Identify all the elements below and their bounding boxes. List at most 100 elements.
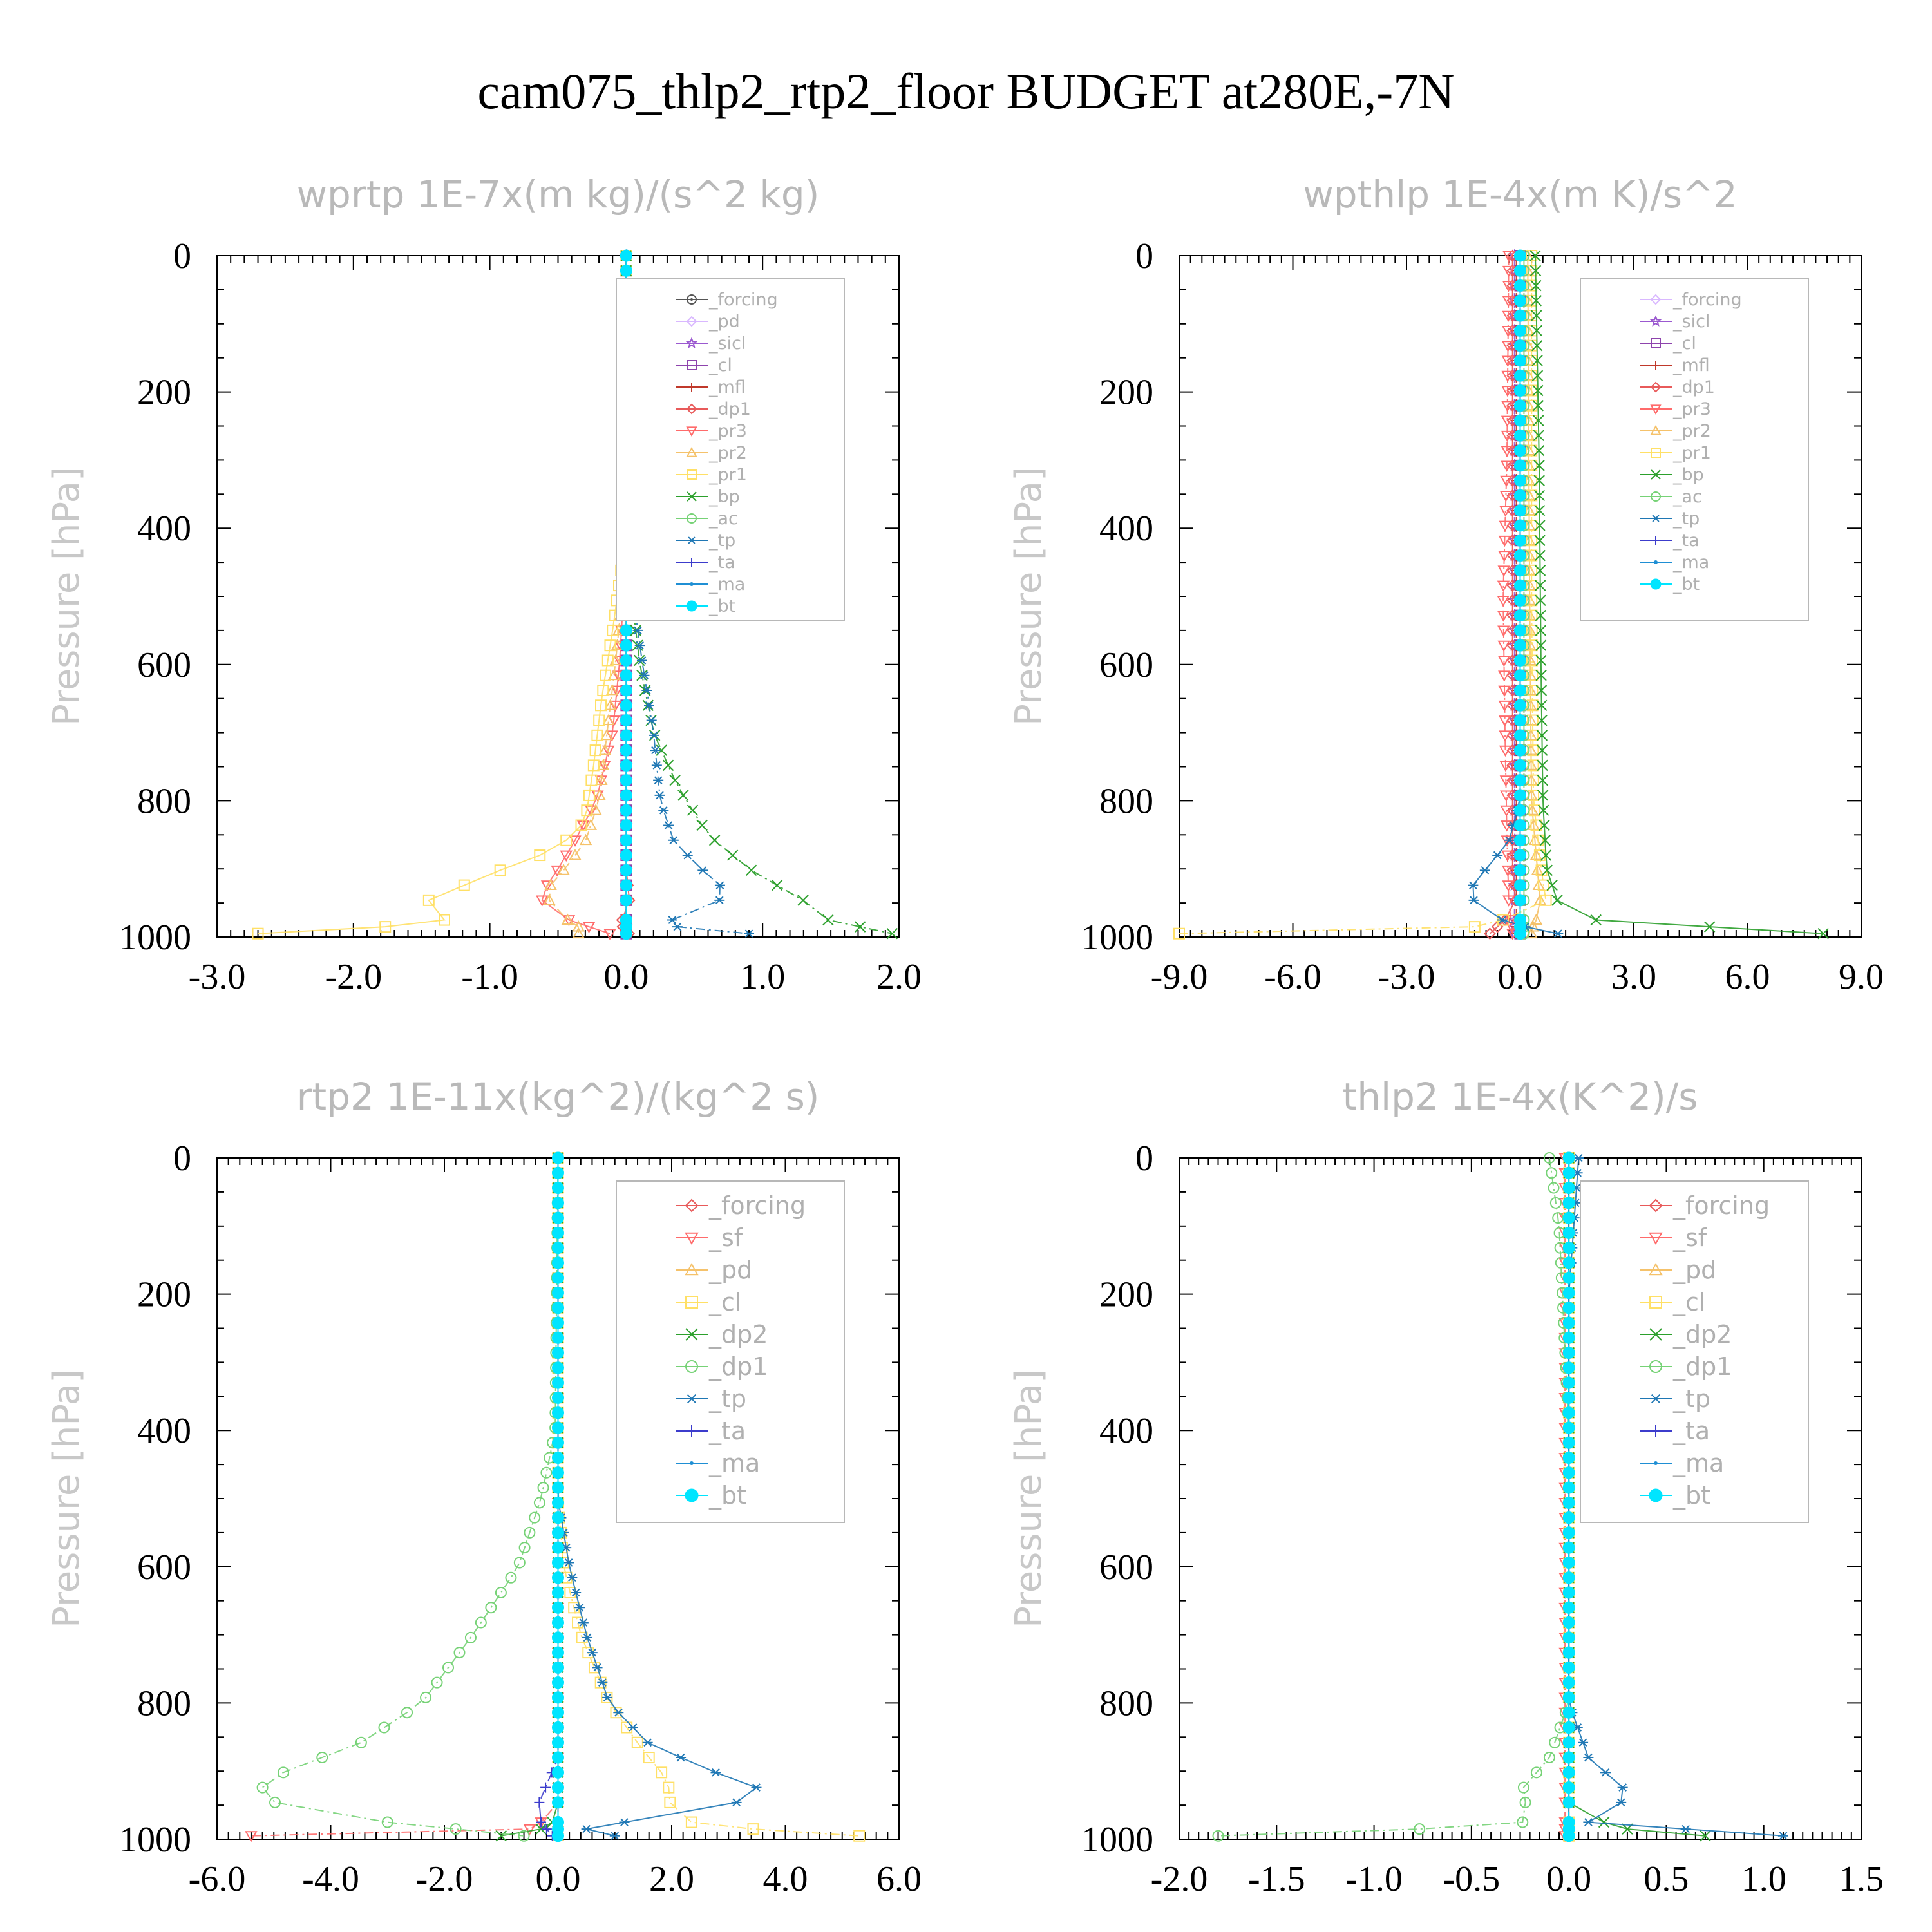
legend-item-bp: _bp	[1640, 465, 1704, 485]
panel-title: wprtp 1E-7x(m kg)/(s^2 kg)	[297, 173, 820, 216]
y-tick-label: 1000	[119, 1820, 191, 1860]
y-tick-label: 600	[1099, 645, 1153, 685]
legend-item-pd: _pd	[676, 312, 740, 332]
legend-label: _bt	[708, 1481, 746, 1510]
legend-label: _bt	[708, 596, 735, 616]
legend: _forcing _sf _pd _cl _dp2 _dp1 _tp _ta _ma _bt	[616, 1180, 845, 1523]
data-point-bt	[620, 744, 632, 757]
x-tick-label: 0.0	[1498, 957, 1543, 997]
legend-item-dp2: _dp2	[676, 1320, 768, 1349]
data-point-pr1	[589, 744, 601, 757]
legend: _forcing_pd_sicl_cl_mfl_dp1_pr3_pr2_pr1_…	[616, 278, 845, 621]
legend-item-sicl: _sicl	[676, 334, 746, 354]
y-tick-label: 800	[137, 781, 191, 821]
legend-marker	[687, 491, 697, 502]
data-point-tp	[613, 1708, 624, 1717]
data-point-dp1	[464, 1631, 477, 1643]
data-point-bt	[1562, 1391, 1575, 1404]
data-point-bp	[1535, 654, 1547, 667]
legend-label: _pr1	[1672, 443, 1711, 463]
data-point-bp	[1539, 835, 1551, 846]
data-point-dp1	[1549, 1197, 1562, 1209]
data-point-pr1	[1526, 489, 1538, 502]
data-point-bt	[1562, 1830, 1575, 1842]
data-point-tp	[682, 851, 693, 860]
data-point-bt	[552, 1302, 564, 1314]
data-point-bt	[552, 1226, 564, 1239]
legend-item-dp1: _dp1	[676, 1352, 768, 1381]
x-tick-label: -9.0	[1151, 957, 1208, 997]
legend-marker	[685, 1360, 698, 1373]
series-line-pr1	[1179, 256, 1547, 934]
data-point-pr1	[1527, 744, 1539, 757]
data-point-bt	[1514, 744, 1526, 757]
legend-label: _cl	[708, 1288, 741, 1316]
data-point-bt	[1514, 384, 1526, 397]
data-point-bp	[854, 921, 866, 933]
data-point-pr1	[1528, 789, 1540, 801]
data-point-bt	[1514, 927, 1526, 940]
legend-label: _pr3	[1672, 399, 1711, 419]
legend-label: _bp	[1672, 465, 1704, 485]
data-point-dp1	[1517, 1781, 1530, 1794]
legend-item-dp1: _dp1	[1640, 377, 1715, 397]
data-point-bt	[552, 1781, 564, 1794]
data-point-tp	[602, 1693, 613, 1702]
data-point-dp1	[1414, 1823, 1426, 1835]
data-point-pr2	[572, 920, 585, 932]
data-point-dp1	[1212, 1830, 1224, 1842]
data-point-dp1	[1546, 1167, 1558, 1179]
legend-item-forcing: _forcing	[1640, 1191, 1770, 1220]
x-tick-label: 1.0	[740, 957, 785, 997]
figure-title: cam075_thlp2_rtp2_floor BUDGET at280E,-7…	[477, 63, 1454, 119]
data-point-tp	[1468, 881, 1479, 889]
data-point-ta	[541, 1824, 552, 1835]
data-point-pr3	[1501, 355, 1515, 367]
data-point-pr3	[1501, 865, 1515, 877]
data-point-dp1	[518, 1542, 531, 1554]
data-point-bp	[771, 879, 783, 891]
data-point-bt	[1514, 624, 1526, 637]
data-point-tp	[1777, 1832, 1788, 1841]
data-point-tp	[1573, 1153, 1584, 1162]
legend-box	[616, 278, 845, 621]
data-point-pr1	[1526, 685, 1539, 697]
data-point-pr3	[1499, 745, 1512, 757]
data-point-bt	[1514, 474, 1526, 487]
data-point-bt	[1514, 459, 1526, 472]
data-point-bt	[1562, 1151, 1575, 1164]
data-point-bt	[1562, 1421, 1575, 1434]
data-point-pr3	[1502, 265, 1515, 278]
data-point-bt	[620, 699, 632, 712]
data-point-bp	[1532, 384, 1544, 397]
data-point-bp	[1533, 415, 1544, 426]
data-point-pr1	[1526, 549, 1538, 562]
data-point-bt	[1562, 1211, 1575, 1224]
data-point-dp1	[537, 1482, 549, 1494]
x-tick-label: 1.0	[1741, 1859, 1786, 1899]
data-point-bt	[1514, 564, 1526, 577]
data-point-bp	[677, 790, 689, 801]
legend-item-dp1: _dp1	[1640, 1352, 1732, 1381]
data-point-pr2	[602, 714, 615, 725]
data-point-bt	[1514, 399, 1526, 412]
legend-label: _sicl	[1672, 312, 1710, 332]
data-point-bp	[1531, 325, 1542, 337]
data-point-bt	[620, 669, 632, 682]
data-point-ta	[540, 1782, 551, 1793]
data-point-bt	[552, 1751, 564, 1764]
data-point-bt	[1562, 1751, 1575, 1764]
data-point-bt	[552, 1766, 564, 1779]
legend: _forcing_sicl_cl_mfl_dp1_pr3_pr2_pr1_bp_…	[1580, 278, 1809, 621]
data-point-pr1	[583, 789, 595, 801]
data-point-tp	[1468, 896, 1479, 905]
legend-item-pr1: _pr1	[1640, 443, 1711, 463]
y-tick-label: 0	[173, 236, 191, 276]
x-tick-label: -6.0	[189, 1859, 246, 1899]
data-point-pr1	[604, 639, 616, 652]
data-point-bt	[1562, 1691, 1575, 1704]
legend-marker	[1651, 448, 1661, 458]
series-line-dp1	[261, 1157, 559, 1837]
data-point-bp	[1530, 295, 1542, 307]
data-point-pr1	[1527, 774, 1539, 786]
